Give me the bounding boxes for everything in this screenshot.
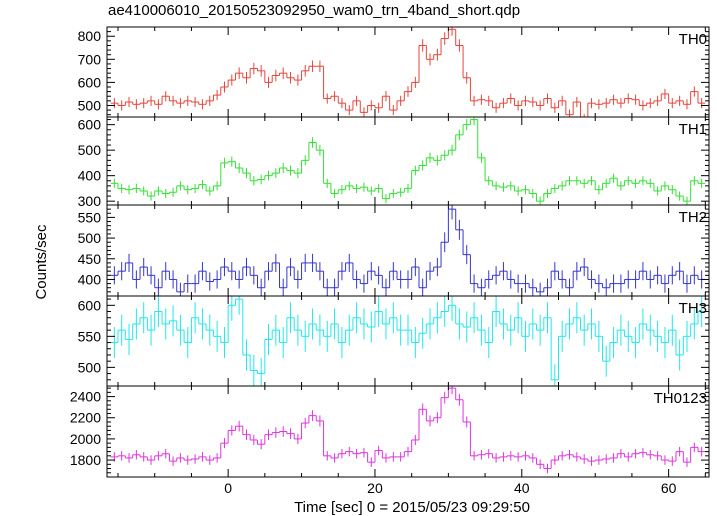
y-tick-label: 500: [78, 359, 102, 375]
series-th3: [110, 296, 706, 386]
y-tick-label: 2000: [70, 431, 101, 447]
y-tick-label: 500: [78, 142, 102, 158]
y-tick-label: 300: [78, 193, 102, 209]
y-tick-label: 550: [78, 209, 102, 225]
x-tick-label: 60: [661, 480, 677, 496]
y-tick-label: 450: [78, 251, 102, 267]
y-axis-label: Counts/sec: [33, 224, 50, 300]
panel-label: TH1: [679, 121, 707, 138]
y-tick-label: 500: [78, 97, 102, 113]
panel-th3: 500 550 600 TH3: [78, 295, 710, 387]
y-tick-label: 600: [78, 74, 102, 90]
y-tick-label: 500: [78, 230, 102, 246]
panel-th1: 300 400 500 600 TH1: [78, 116, 710, 209]
series-th0123: [110, 386, 706, 474]
y-tick-label: 800: [78, 28, 102, 44]
x-tick-label: 20: [367, 480, 383, 496]
panel-frame: [106, 385, 710, 478]
series-th2: [110, 205, 706, 296]
y-tick-label: 400: [78, 271, 102, 287]
panel-label: TH2: [679, 209, 707, 226]
y-tick-label: 550: [78, 328, 102, 344]
y-tick-label: 600: [78, 117, 102, 133]
y-tick-label: 2200: [70, 410, 101, 426]
series-th0: [110, 27, 706, 117]
x-tick-label: 0: [224, 480, 232, 496]
panel-label: TH0123: [654, 390, 707, 407]
panel-th0: 500 600 700 800 TH0: [78, 26, 710, 118]
x-tick-label: 40: [514, 480, 530, 496]
y-tick-label: 2400: [70, 389, 101, 405]
x-axis-label: Time [sec] 0 = 2015/05/23 09:29:50: [294, 499, 530, 516]
panel-label: TH3: [679, 300, 707, 317]
panel-label: TH0: [679, 31, 707, 48]
panel-th0123: 1800 2000 2200 2400 TH0123: [70, 385, 710, 478]
y-tick-label: 1800: [70, 452, 101, 468]
series-th1: [110, 117, 706, 205]
y-tick-label: 400: [78, 168, 102, 184]
chart-title: ae410006010_20150523092950_wam0_trn_4ban…: [108, 2, 521, 19]
panel-th2: 400 450 500 550 TH2: [78, 204, 710, 297]
y-tick-label: 600: [78, 297, 102, 313]
y-tick-label: 700: [78, 51, 102, 67]
